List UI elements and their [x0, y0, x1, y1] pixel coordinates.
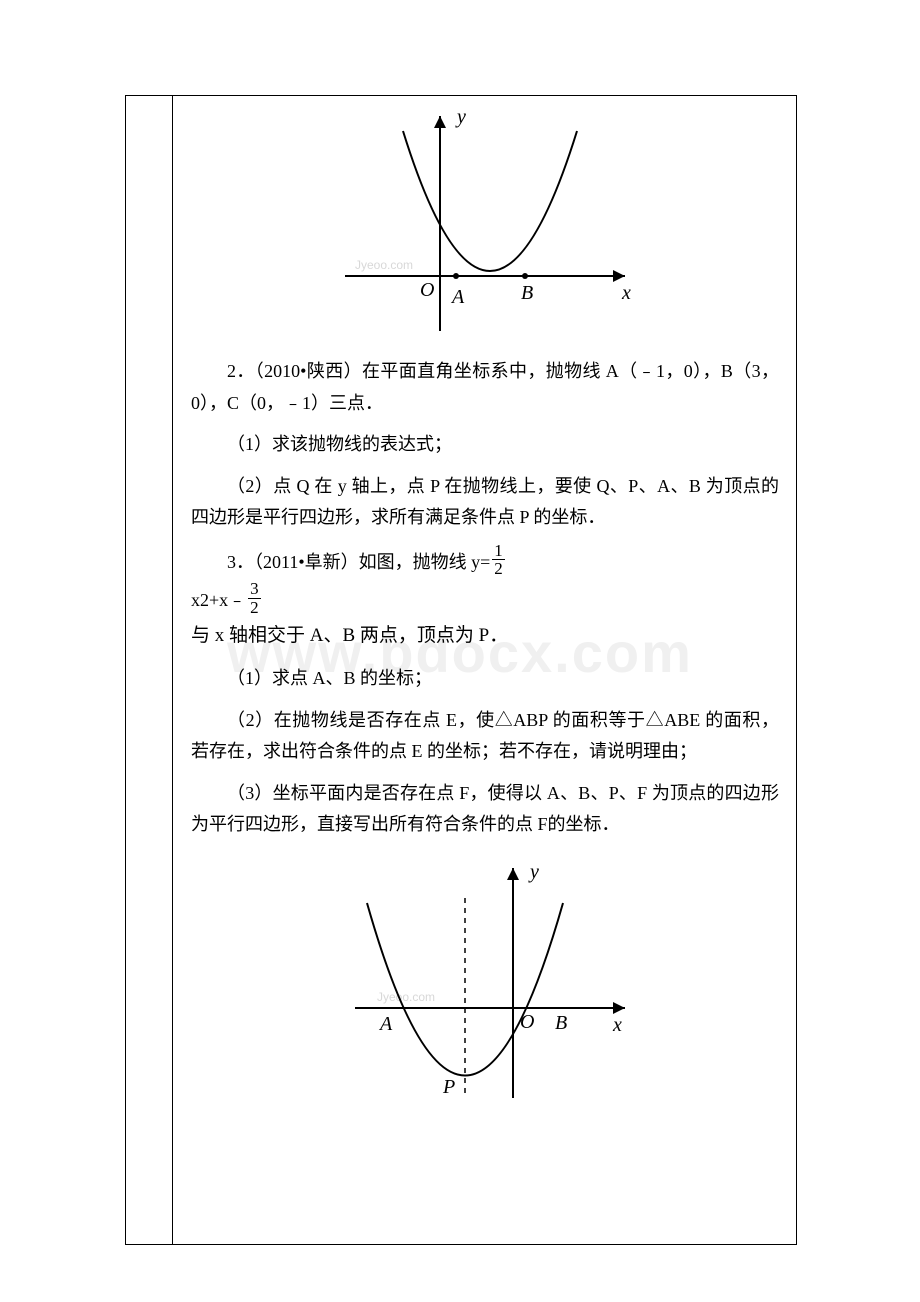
point-a-label: A [378, 1013, 393, 1035]
figure-1: Jyeoo.com y x O A B [191, 101, 779, 346]
point-p-label: P [442, 1076, 455, 1098]
q3-part1: （1）求点 A、B 的坐标； [191, 663, 779, 695]
figure-watermark: Jyeoo.com [355, 258, 413, 272]
figure-watermark: Jyeoo.com [377, 990, 435, 1004]
figure-2: Jyeoo.com y x O A B P [191, 853, 779, 1108]
document-content: Jyeoo.com y x O A B 2．（2010•陕西）在平面直角坐标系中… [173, 95, 797, 1118]
q2-part1: （1）求该抛物线的表达式； [191, 429, 779, 461]
axis-y-label: y [455, 106, 466, 128]
q3-heading-text-a: 3．（2011•阜新）如图，抛物线 y= [227, 545, 490, 579]
q3-part2: （2）在抛物线是否存在点 E，使△ABP 的面积等于△ABE 的面积，若存在，求… [191, 705, 779, 768]
fraction-3-2: 3 2 [248, 580, 261, 617]
point-b-label: B [555, 1012, 567, 1034]
point-b-label: B [521, 282, 533, 304]
left-gutter [125, 95, 173, 1245]
origin-label: O [420, 279, 434, 301]
q3-line3: 与 x 轴相交于 A、B 两点，顶点为 P． [191, 619, 779, 653]
axis-y-label: y [528, 861, 539, 883]
q3-heading-line1: 3．（2011•阜新）如图，抛物线 y= 1 2 [191, 544, 779, 581]
axis-x-label: x [621, 282, 631, 304]
q2-heading: 2．（2010•陕西）在平面直角坐标系中，抛物线 A（﹣1，0），B（3，0），… [191, 356, 779, 419]
q3-heading-line2: x2+x﹣ 3 2 [191, 582, 779, 619]
q2-part2: （2）点 Q 在 y 轴上，点 P 在抛物线上，要使 Q、P、A、B 为顶点的四… [191, 471, 779, 534]
fraction-1-2: 1 2 [492, 542, 505, 579]
origin-label: O [520, 1011, 534, 1033]
axis-x-label: x [612, 1014, 622, 1036]
point-a-label: A [450, 286, 465, 308]
q3-part3: （3）坐标平面内是否存在点 F，使得以 A、B、P、F 为顶点的四边形为平行四边… [191, 778, 779, 841]
q3-line2-a: x2+x﹣ [191, 583, 246, 617]
